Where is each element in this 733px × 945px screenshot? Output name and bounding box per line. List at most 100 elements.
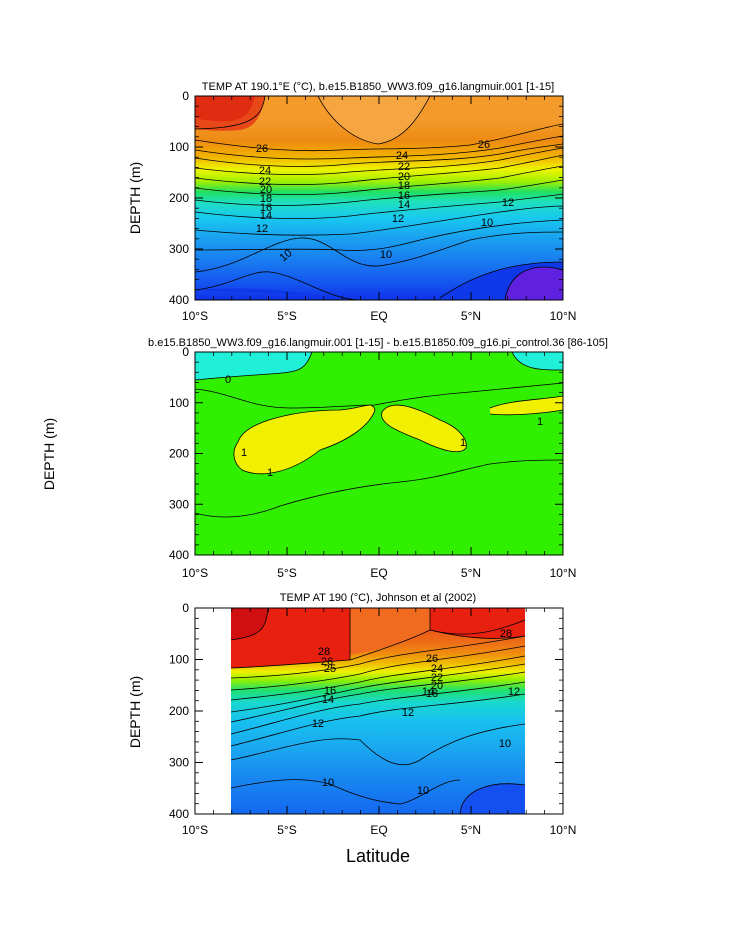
- panel-1-warm-core: [195, 96, 255, 122]
- x-tick-label: 10°S: [182, 309, 208, 323]
- contour-label: 22: [431, 672, 443, 684]
- contour-label: 26: [426, 653, 438, 665]
- panel-1-contour: [195, 179, 563, 206]
- contour-label: 1: [241, 447, 247, 459]
- panel-1-contour: [195, 231, 563, 273]
- panel-2-plot-area: 0 1 1 1 1: [195, 352, 563, 555]
- panel-1-contours: [195, 96, 563, 300]
- x-tick-label: 5°S: [277, 309, 296, 323]
- panel-1-contour: [195, 205, 563, 236]
- panel-1-contour: [195, 123, 563, 152]
- contour-label: 18: [426, 688, 438, 700]
- contour-label: 10: [417, 785, 429, 797]
- y-tick-label: 0: [182, 89, 189, 103]
- panel-3-contour: [230, 655, 526, 701]
- panel-3-deep-water: [460, 783, 525, 814]
- panel-3-contour: [230, 693, 526, 747]
- x-tick-label: 10°N: [550, 823, 577, 837]
- panel-2-contour: [511, 352, 563, 371]
- panel-2-positive-blob: [381, 405, 467, 452]
- x-tick-label: 10°S: [182, 823, 208, 837]
- contour-label: 10: [499, 738, 511, 750]
- y-tick-label: 100: [169, 396, 189, 410]
- panel-2-contour: [233, 404, 376, 475]
- contour-label: 14: [322, 694, 334, 706]
- contour-label: 14: [398, 199, 410, 211]
- contour-label: 12: [402, 707, 414, 719]
- panel-2-contour: [381, 404, 467, 453]
- contour-label: 16: [398, 190, 410, 202]
- contour-label: 16: [324, 685, 336, 697]
- contour-label: 24: [431, 663, 443, 675]
- panel-2-contour-labels: 0 1 1 1 1: [225, 374, 543, 479]
- panel-2-positive-blob: [233, 405, 375, 474]
- panel-3-contour-labels: 28 28 26 26 24 22 20 18 16 14 14 12 12 1…: [312, 628, 520, 797]
- x-tick-label: EQ: [370, 309, 387, 323]
- panel-1-deep-water: [195, 262, 563, 300]
- panel-2-contour: [195, 382, 563, 409]
- panel-1-contour: [195, 219, 563, 251]
- contour-label: 24: [396, 150, 408, 162]
- panel-2-contour: [489, 395, 563, 416]
- x-tick-label: 5°S: [277, 566, 296, 580]
- panel-1-contour-labels: 26 26 24 24 22 22 20 20 18 18 16 16 14 1…: [256, 139, 514, 264]
- x-tick-label: 5°N: [461, 823, 481, 837]
- contour-label: 12: [392, 213, 404, 225]
- x-tick-label: 5°S: [277, 823, 296, 837]
- y-tick-label: 100: [169, 653, 189, 667]
- panel-1-contour: [195, 193, 563, 220]
- panel-1-deep-violet: [505, 267, 563, 300]
- panel-3-ticks: 10°S 5°S EQ 5°N 10°N 0 100 200 300 400: [169, 601, 576, 837]
- panel-1-contour: [195, 147, 563, 176]
- panel-1-contour: [195, 154, 563, 186]
- panel-3-contour: [230, 608, 269, 641]
- contour-label: 20: [398, 171, 410, 183]
- y-tick-label: 200: [169, 704, 189, 718]
- y-tick-label: 0: [182, 345, 189, 359]
- y-tick-label: 200: [169, 191, 189, 205]
- contour-label: 14: [422, 686, 434, 698]
- y-tick-label: 100: [169, 140, 189, 154]
- y-tick-label: 400: [169, 548, 189, 562]
- panel-1-plot-area: 26 26 24 24 22 22 20 20 18 18 16 16 14 1…: [195, 96, 563, 300]
- contour-label: 18: [398, 180, 410, 192]
- contour-label: 12: [256, 223, 268, 235]
- panel-1-contour: [439, 261, 563, 299]
- y-tick-label: 0: [182, 601, 189, 615]
- panel-3-contour: [230, 663, 526, 713]
- contour-label: 14: [260, 210, 272, 222]
- panel-3-contour: [230, 671, 526, 723]
- panel-3-ylabel: DEPTH (m): [127, 676, 143, 748]
- x-tick-label: 10°N: [550, 566, 577, 580]
- panel-3-warm-core: [231, 608, 268, 640]
- panel-2-ylabel: DEPTH (m): [41, 418, 57, 490]
- contour-label: 16: [260, 202, 272, 214]
- panel-2-negative-right: [512, 352, 563, 370]
- contour-label: 12: [312, 718, 324, 730]
- contour-label: 1: [460, 437, 466, 449]
- panel-1-surface-bowl: [318, 96, 430, 144]
- panel-2: b.e15.B1850_WW3.f09_g16.langmuir.001 [1-…: [41, 337, 608, 580]
- panel-1-contour: [317, 96, 431, 145]
- y-tick-label: 400: [169, 807, 189, 821]
- contour-label: 0: [225, 374, 231, 386]
- contour-label: 26: [321, 656, 333, 668]
- contour-label: 1: [267, 467, 273, 479]
- panel-3: TEMP AT 190 (°C), Johnson et al (2002): [127, 592, 576, 837]
- y-tick-label: 300: [169, 756, 189, 770]
- panel-1: TEMP AT 190.1°E (°C), b.e15.B1850_WW3.f0…: [127, 81, 576, 323]
- panel-2-positive-blob: [490, 396, 563, 415]
- panel-2-contours: [195, 352, 563, 518]
- x-tick-label: 5°N: [461, 309, 481, 323]
- panel-1-contour: [195, 135, 563, 160]
- panel-3-warm-right: [430, 608, 525, 639]
- panel-1-contour: [195, 271, 361, 300]
- y-tick-label: 200: [169, 447, 189, 461]
- panel-1-contour: [195, 143, 563, 167]
- panel-3-contour: [459, 783, 526, 814]
- x-tick-label: 10°N: [550, 309, 577, 323]
- panel-3-contour: [230, 723, 526, 766]
- panel-2-title: b.e15.B1850_WW3.f09_g16.langmuir.001 [1-…: [148, 337, 608, 349]
- contour-label: 1: [537, 416, 543, 428]
